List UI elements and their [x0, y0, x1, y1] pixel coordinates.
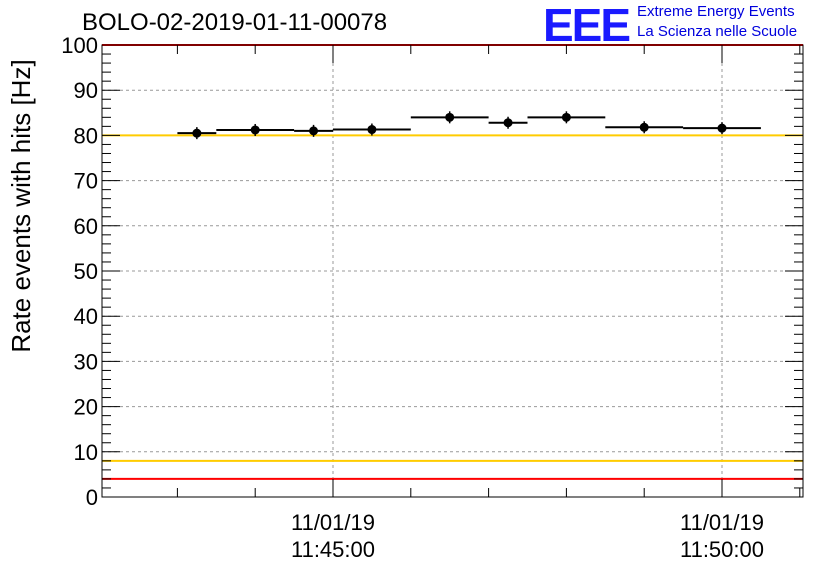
data-point [367, 125, 377, 135]
data-point [309, 126, 319, 136]
data-point [717, 123, 727, 133]
y-tick-label: 20 [74, 395, 98, 420]
y-tick-label: 50 [74, 259, 98, 284]
reference-lines [102, 44, 803, 480]
data-points [177, 111, 761, 140]
data-point [639, 122, 649, 132]
data-point [561, 112, 571, 122]
data-point [250, 125, 260, 135]
data-point [445, 112, 455, 122]
y-tick-label: 100 [61, 33, 98, 58]
logo-text-line2: La Scienza nelle Scuole [637, 23, 798, 40]
logo-text-line1: Extreme Energy Events [637, 3, 795, 20]
x-tick-label-time: 11:50:00 [680, 537, 764, 562]
y-tick-label: 0 [86, 485, 98, 510]
y-tick-label: 80 [74, 123, 98, 148]
data-point [503, 118, 513, 128]
y-tick-label: 40 [74, 304, 98, 329]
y-axis-title: Rate events with hits [Hz] [6, 59, 36, 352]
y-tick-label: 70 [74, 169, 98, 194]
x-tick-label-time: 11:45:00 [291, 537, 375, 562]
y-tick-label: 90 [74, 78, 98, 103]
y-axis: 0 10 20 30 40 50 60 70 80 90 100 [61, 33, 803, 510]
data-point [192, 128, 202, 138]
y-tick-label: 10 [74, 440, 98, 465]
grid [102, 45, 803, 497]
x-tick-label-date: 11/01/19 [680, 510, 764, 535]
y-tick-label: 60 [74, 214, 98, 239]
x-tick-label-date: 11/01/19 [291, 510, 375, 535]
y-tick-label: 30 [74, 349, 98, 374]
eee-logo: EEE [543, 0, 631, 51]
chart-title: BOLO-02-2019-01-11-00078 [82, 9, 388, 36]
